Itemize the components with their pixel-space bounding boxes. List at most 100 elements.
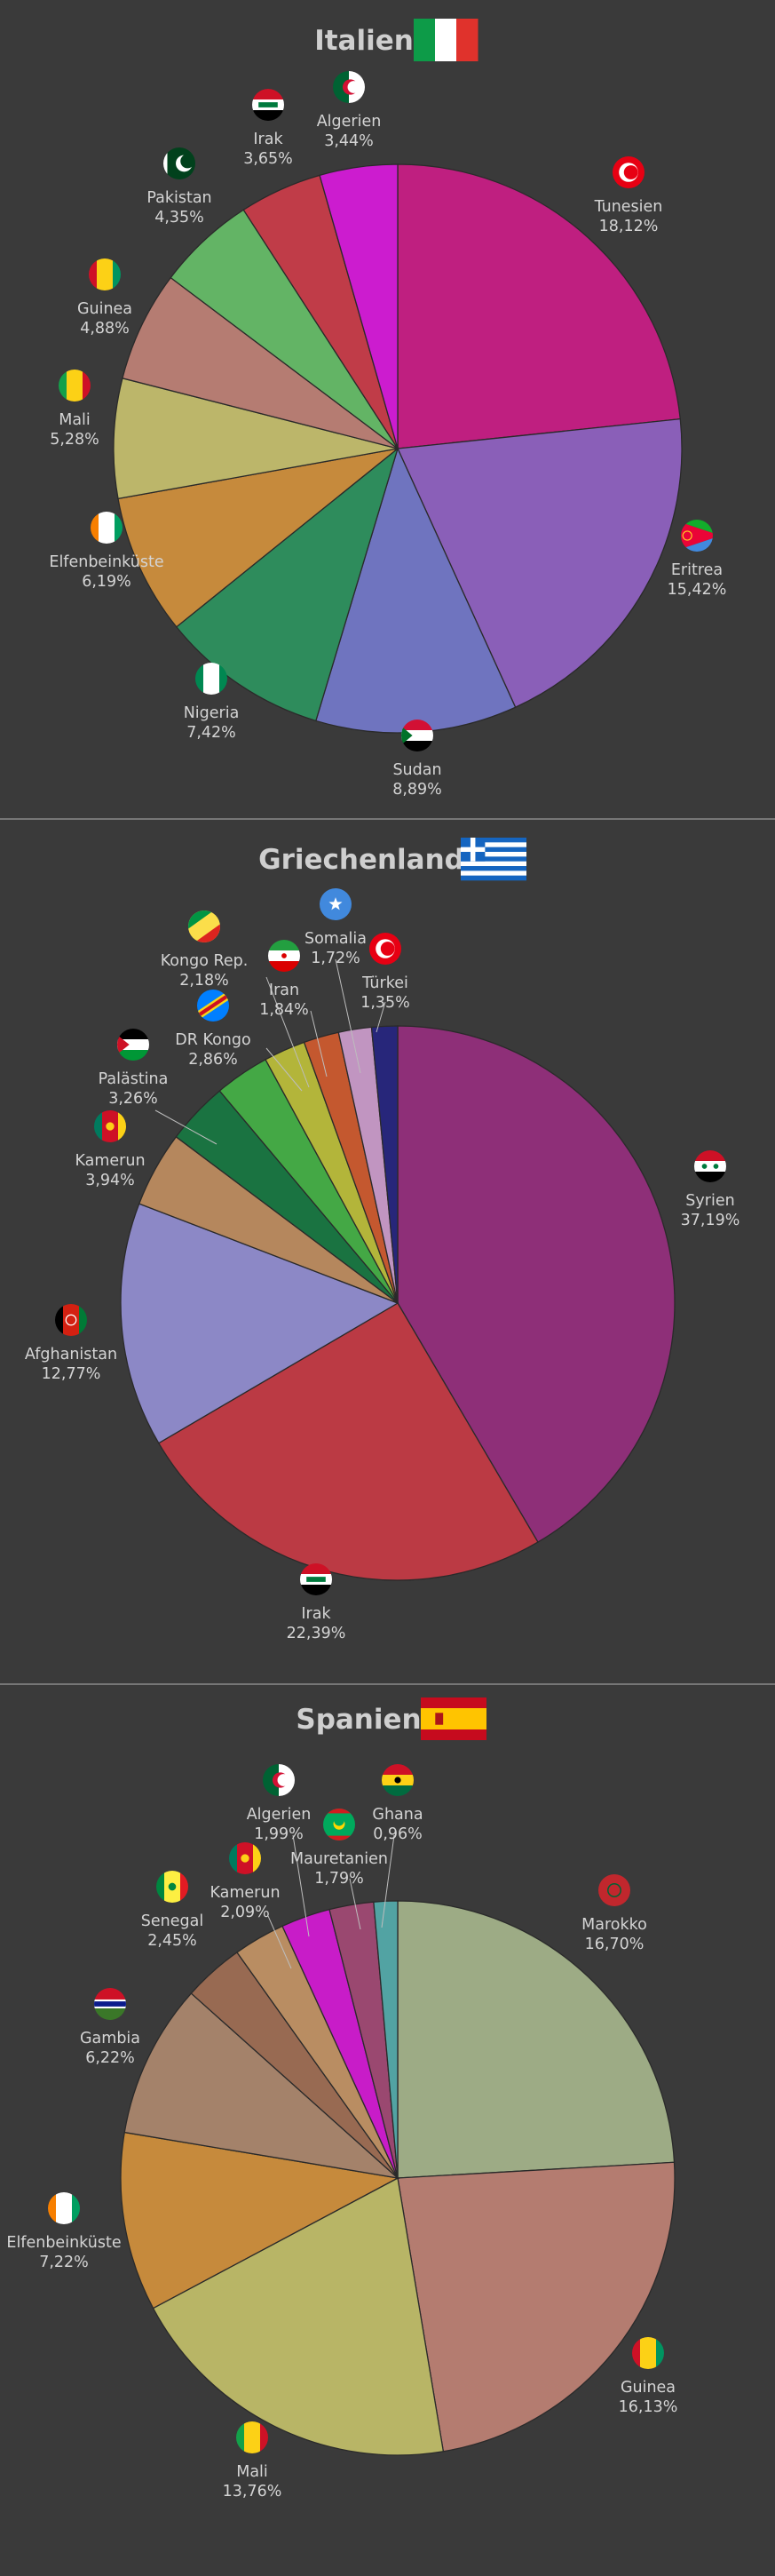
- slice-label: Palästina: [99, 1070, 169, 1088]
- iran-flag-icon: [268, 940, 300, 972]
- mauritania-flag-icon: [323, 1809, 355, 1841]
- syria-flag-icon: [694, 1150, 726, 1182]
- slice-value: 3,26%: [108, 1090, 158, 1108]
- nigeria-flag-icon: [195, 663, 227, 695]
- somalia-flag-icon: [320, 888, 352, 920]
- slice-value: 1,72%: [311, 950, 360, 967]
- slice-label: Pakistan: [146, 189, 211, 207]
- pie-slice-gambia: [123, 1992, 400, 2180]
- slice-value: 1,79%: [314, 1870, 364, 1888]
- slice-value: 7,42%: [186, 724, 236, 742]
- ghana-flag-icon: [382, 1764, 414, 1796]
- slice-label: Senegal: [141, 1912, 203, 1930]
- slice-label: Eritrea: [671, 561, 723, 579]
- slice-value: 37,19%: [681, 1212, 740, 1229]
- slice-label: Somalia: [304, 930, 367, 948]
- algeria-flag-icon: [263, 1764, 295, 1796]
- pie-slice-mali: [113, 378, 399, 500]
- slice-label: Nigeria: [184, 704, 240, 722]
- gambia-flag-icon: [94, 1988, 126, 2020]
- leader-line: [310, 1010, 328, 1077]
- afghanistan-flag-icon: [55, 1304, 87, 1336]
- slice-value: 4,35%: [154, 209, 204, 227]
- mali-flag-icon: [236, 2421, 268, 2453]
- slice-value: 3,44%: [324, 132, 374, 150]
- slice-value: 13,76%: [223, 2483, 282, 2500]
- slice-label: Gambia: [80, 2030, 140, 2047]
- leader-line: [292, 1834, 310, 1937]
- leader-line: [349, 1878, 361, 1930]
- senegal-flag-icon: [156, 1871, 188, 1903]
- slice-label: Guinea: [77, 300, 132, 318]
- sudan-flag-icon: [401, 720, 433, 751]
- slice-label: Kamerun: [210, 1884, 280, 1902]
- leader-line: [265, 976, 310, 1088]
- chart-title: Griechenland: [258, 844, 464, 876]
- slice-value: 1,35%: [360, 994, 410, 1012]
- slice-label: Iran: [269, 982, 299, 999]
- slice-value: 8,89%: [392, 781, 442, 799]
- italy-flag-icon: [414, 19, 478, 61]
- iraq-flag-icon: [252, 89, 284, 121]
- chart-title: Italien: [314, 25, 414, 57]
- cameroon-flag-icon: [229, 1842, 261, 1874]
- pie-slice-syria: [397, 1025, 676, 1543]
- guinea-flag-icon: [89, 258, 121, 290]
- slice-label: Elfenbeinküste: [6, 2234, 121, 2252]
- tunisia-flag-icon: [613, 156, 645, 188]
- algeria-flag-icon: [333, 71, 365, 103]
- pie-slice-ivory-coast: [120, 2131, 399, 2310]
- slice-label: Mali: [59, 411, 91, 429]
- leader-line: [376, 1001, 386, 1033]
- slice-label: Algerien: [247, 1806, 312, 1824]
- slice-label: Irak: [253, 131, 283, 148]
- chart-1: Italien Tunesien 18,12% Eritrea 15,42% Sudan 8…: [49, 19, 726, 799]
- slice-value: 18,12%: [599, 218, 659, 235]
- slice-value: 3,65%: [243, 150, 293, 168]
- leader-line: [381, 1834, 395, 1928]
- slice-label: Sudan: [392, 761, 441, 779]
- slice-label: Kamerun: [75, 1152, 145, 1170]
- slice-label: Kongo Rep.: [161, 952, 249, 970]
- mali-flag-icon: [59, 370, 91, 402]
- slice-value: 6,22%: [85, 2049, 135, 2067]
- slice-value: 16,70%: [585, 1936, 645, 1953]
- turkey-flag-icon: [369, 933, 401, 965]
- slice-value: 2,18%: [179, 972, 229, 990]
- slice-label: Guinea: [621, 2379, 676, 2397]
- leader-line: [154, 1109, 217, 1145]
- iraq-flag-icon: [300, 1563, 332, 1595]
- pakistan-flag-icon: [163, 147, 195, 179]
- morocco-flag-icon: [598, 1874, 630, 1906]
- leader-line: [265, 1047, 303, 1092]
- slice-label: Marokko: [581, 1916, 647, 1934]
- cameroon-flag-icon: [94, 1110, 126, 1142]
- slice-value: 2,45%: [147, 1932, 197, 1950]
- slice-value: 2,86%: [188, 1051, 238, 1069]
- palestine-flag-icon: [117, 1029, 149, 1061]
- slice-value: 16,13%: [619, 2398, 678, 2416]
- pie-slice-mali: [152, 2177, 445, 2456]
- slice-value: 5,28%: [50, 431, 99, 449]
- pie-slice-algeria: [319, 163, 399, 449]
- pie-slice-guinea: [122, 276, 399, 449]
- slice-label: Elfenbeinküste: [49, 553, 163, 571]
- chart-title: Spanien: [296, 1704, 421, 1736]
- pie-slice-guinea: [397, 2161, 676, 2453]
- slice-value: 15,42%: [668, 581, 727, 599]
- slice-value: 22,39%: [287, 1625, 346, 1642]
- guinea-flag-icon: [632, 2337, 664, 2369]
- pie-slice-morocco: [397, 1900, 676, 2179]
- pie-slice-ivory-coast: [117, 448, 399, 628]
- slice-value: 12,77%: [42, 1365, 101, 1383]
- slice-label: Algerien: [317, 113, 382, 131]
- pie-slice-eritrea: [397, 417, 683, 709]
- slice-label: Irak: [301, 1605, 331, 1623]
- leader-line: [267, 1915, 292, 1969]
- slice-value: 1,99%: [254, 1825, 304, 1843]
- slice-value: 0,96%: [373, 1825, 423, 1843]
- ivory-coast-flag-icon: [91, 512, 123, 544]
- leader-line: [335, 958, 361, 1074]
